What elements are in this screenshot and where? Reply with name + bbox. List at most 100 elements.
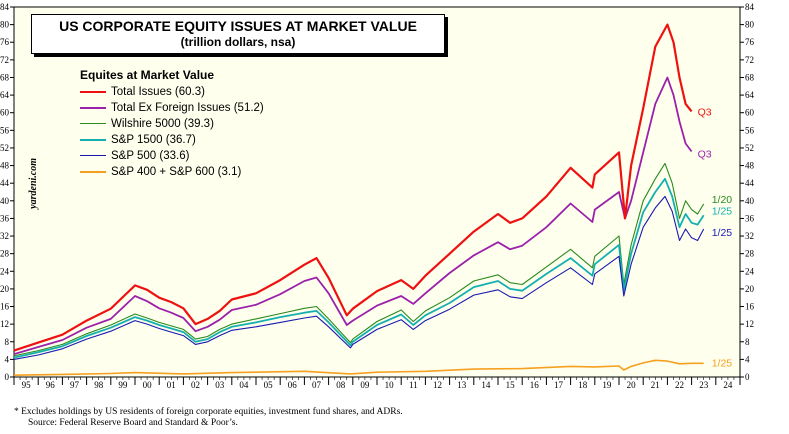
x-tick-label: 03 — [215, 380, 225, 390]
y-tick-label-left: 36 — [0, 213, 10, 223]
x-tick-label: 97 — [70, 380, 80, 390]
x-tick-label: 22 — [675, 380, 684, 390]
series-line-2 — [13, 162, 705, 357]
x-tick-label: 98 — [94, 380, 104, 390]
x-tick-label: 11 — [409, 380, 418, 390]
x-tick-label: 99 — [118, 380, 128, 390]
x-tick-label: 04 — [239, 380, 249, 390]
y-tick-label-right: 84 — [745, 2, 755, 12]
y-tick-label-right: 48 — [745, 161, 755, 171]
x-tick-label: 15 — [506, 380, 516, 390]
chart-title: US CORPORATE EQUITY ISSUES AT MARKET VAL… — [59, 18, 417, 34]
y-tick-label-left: 8 — [5, 337, 10, 347]
legend-item-sp1500: S&P 1500 (36.7) — [80, 132, 264, 148]
y-tick-label-right: 56 — [745, 125, 755, 135]
y-tick-label-right: 60 — [745, 108, 755, 118]
y-tick-label-right: 68 — [745, 72, 755, 82]
series-end-label-0: Q3 — [698, 106, 712, 118]
brand-watermark: yardeni.com — [28, 158, 39, 209]
y-tick-label-right: 16 — [745, 302, 755, 312]
y-tick-label-right: 4 — [745, 354, 750, 364]
series-end-label-1: Q3 — [698, 148, 712, 160]
legend-swatch — [80, 90, 106, 93]
series-end-label-4: 1/25 — [712, 227, 733, 239]
x-tick-label: 09 — [360, 380, 370, 390]
y-tick-label-left: 0 — [5, 372, 10, 382]
y-tick-label-left: 60 — [0, 108, 10, 118]
chart-subtitle: (trillion dollars, nsa) — [180, 35, 296, 49]
x-tick-label: 24 — [723, 380, 733, 390]
series-end-label-2: 1/20 — [712, 194, 733, 206]
y-tick-label-left: 68 — [0, 72, 10, 82]
y-tick-label-right: 20 — [745, 284, 755, 294]
x-tick-label: 14 — [481, 380, 491, 390]
y-tick-label-right: 72 — [745, 55, 754, 65]
x-tick-label: 20 — [627, 380, 637, 390]
legend-swatch — [80, 123, 106, 125]
legend-swatch — [80, 106, 106, 109]
x-tick-label: 12 — [433, 380, 442, 390]
footnote-source: Source: Federal Reserve Board and Standa… — [28, 418, 238, 428]
x-tick-label: 13 — [457, 380, 467, 390]
x-tick-label: 08 — [336, 380, 346, 390]
y-tick-label-left: 72 — [0, 55, 9, 65]
x-tick-label: 01 — [167, 380, 176, 390]
legend-title: Equites at Market Value — [80, 68, 215, 82]
series-line-4 — [13, 195, 705, 360]
y-tick-label-right: 0 — [745, 372, 750, 382]
legend-item-sp400-600: S&P 400 + S&P 600 (3.1) — [80, 164, 264, 180]
y-tick-label-left: 28 — [0, 249, 10, 259]
legend-item-wilshire-5000: Wilshire 5000 (39.3) — [80, 116, 264, 132]
x-tick-label: 05 — [264, 380, 274, 390]
series-line-1 — [13, 76, 693, 355]
y-tick-label-right: 80 — [745, 20, 755, 30]
y-tick-label-right: 36 — [745, 213, 755, 223]
x-tick-label: 18 — [578, 380, 588, 390]
y-tick-label-right: 8 — [745, 337, 750, 347]
legend-label: S&P 1500 (36.7) — [111, 134, 196, 146]
y-tick-label-right: 64 — [745, 90, 755, 100]
y-tick-label-left: 84 — [0, 2, 10, 12]
footnote: * Excludes holdings by US residents of f… — [14, 407, 403, 429]
footnote-note: * Excludes holdings by US residents of f… — [14, 407, 403, 417]
legend-label: Total Issues (60.3) — [111, 86, 205, 98]
legend-label: S&P 400 + S&P 600 (3.1) — [111, 166, 242, 178]
y-tick-label-left: 44 — [0, 178, 10, 188]
y-tick-label-right: 76 — [745, 37, 755, 47]
series-line-3 — [13, 177, 705, 359]
legend-label: Wilshire 5000 (39.3) — [111, 118, 214, 130]
y-tick-label-left: 12 — [0, 319, 9, 329]
y-tick-label-left: 64 — [0, 90, 10, 100]
y-tick-label-right: 12 — [745, 319, 754, 329]
y-tick-label-right: 24 — [745, 266, 755, 276]
x-tick-label: 02 — [191, 380, 200, 390]
x-tick-label: 95 — [22, 380, 32, 390]
y-tick-label-right: 32 — [745, 231, 754, 241]
x-tick-label: 17 — [554, 380, 564, 390]
legend-label: S&P 500 (33.6) — [111, 150, 190, 162]
x-tick-label: 23 — [699, 380, 709, 390]
legend: Equites at Market Value Total Issues (60… — [80, 68, 264, 180]
x-tick-label: 96 — [46, 380, 56, 390]
x-tick-label: 00 — [143, 380, 153, 390]
y-tick-label-right: 40 — [745, 196, 755, 206]
y-tick-label-right: 52 — [745, 143, 754, 153]
y-tick-label-left: 48 — [0, 161, 10, 171]
legend-item-total-ex-foreign: Total Ex Foreign Issues (51.2) — [80, 100, 264, 116]
x-tick-label: 19 — [602, 380, 612, 390]
title-box: US CORPORATE EQUITY ISSUES AT MARKET VAL… — [31, 14, 445, 54]
y-tick-label-left: 80 — [0, 20, 10, 30]
y-tick-label-left: 32 — [0, 231, 9, 241]
legend-label: Total Ex Foreign Issues (51.2) — [111, 102, 264, 114]
x-tick-label: 21 — [651, 380, 660, 390]
y-tick-label-left: 52 — [0, 143, 9, 153]
y-tick-label-right: 44 — [745, 178, 755, 188]
y-tick-label-left: 24 — [0, 266, 10, 276]
x-tick-label: 10 — [385, 380, 395, 390]
x-tick-label: 07 — [312, 380, 322, 390]
series-end-label-3: 1/25 — [712, 205, 733, 217]
y-tick-label-left: 4 — [5, 354, 10, 364]
y-tick-label-left: 56 — [0, 125, 10, 135]
series-line-5 — [13, 359, 704, 376]
